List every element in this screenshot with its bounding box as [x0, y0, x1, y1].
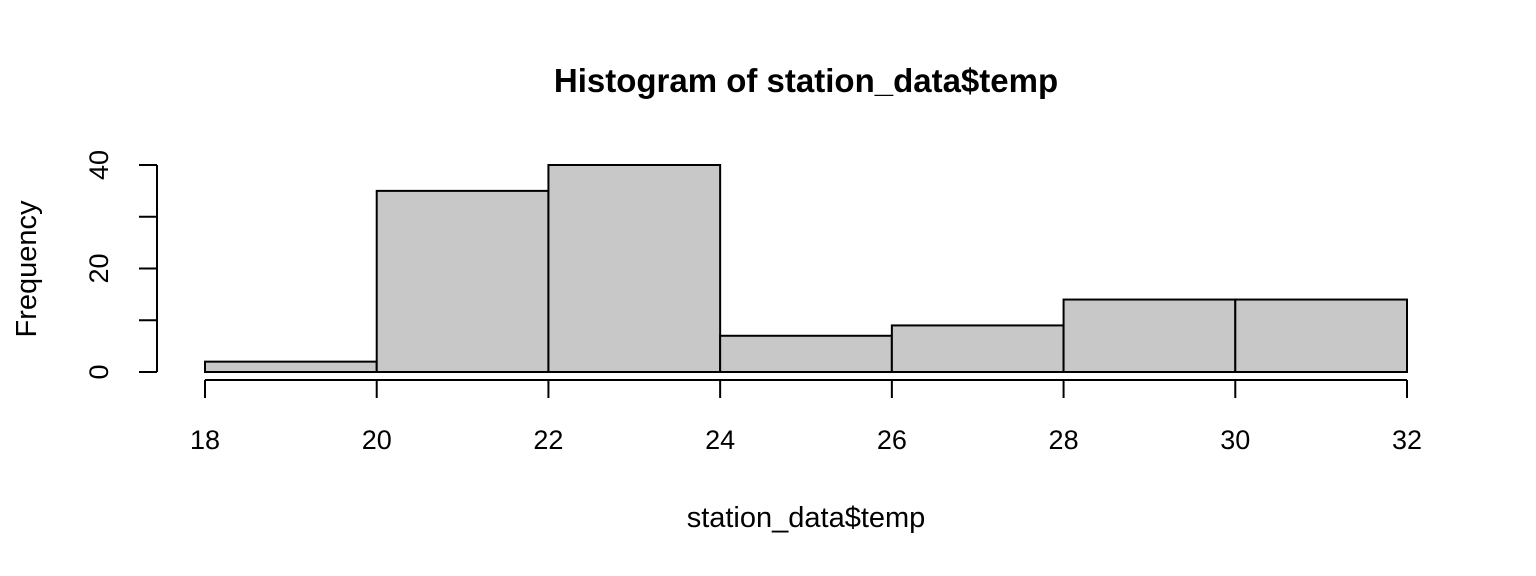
x-tick-label: 28	[1049, 425, 1079, 455]
histogram-bar-28-30	[1062, 298, 1237, 373]
y-tick-label: 20	[84, 253, 114, 283]
y-tick-label: 40	[84, 150, 114, 180]
x-axis: 18 20 22 24 26 28 30 32	[190, 379, 1422, 455]
histogram-bar-24-26	[719, 334, 893, 373]
chart-title: Histogram of station_data$temp	[554, 62, 1058, 99]
x-tick-label: 22	[533, 425, 563, 455]
x-tick-label: 26	[877, 425, 907, 455]
histogram-bar-22-24	[547, 164, 722, 373]
x-tick-label: 30	[1220, 425, 1250, 455]
x-tick-label: 24	[705, 425, 735, 455]
histogram-bar-30-32	[1234, 298, 1409, 373]
histogram-bar-26-28	[890, 324, 1065, 373]
bars-group	[204, 164, 1409, 373]
histogram-bar-18-20	[204, 360, 378, 373]
y-tick-label: 0	[84, 364, 114, 379]
x-axis-label: station_data$temp	[687, 502, 926, 534]
y-axis-label: Frequency	[11, 200, 43, 338]
x-tick-label: 18	[190, 425, 220, 455]
histogram-bar-20-22	[375, 189, 550, 373]
y-axis: 0 20 40	[84, 150, 158, 380]
x-tick-label: 32	[1392, 425, 1422, 455]
x-tick-label: 20	[362, 425, 392, 455]
